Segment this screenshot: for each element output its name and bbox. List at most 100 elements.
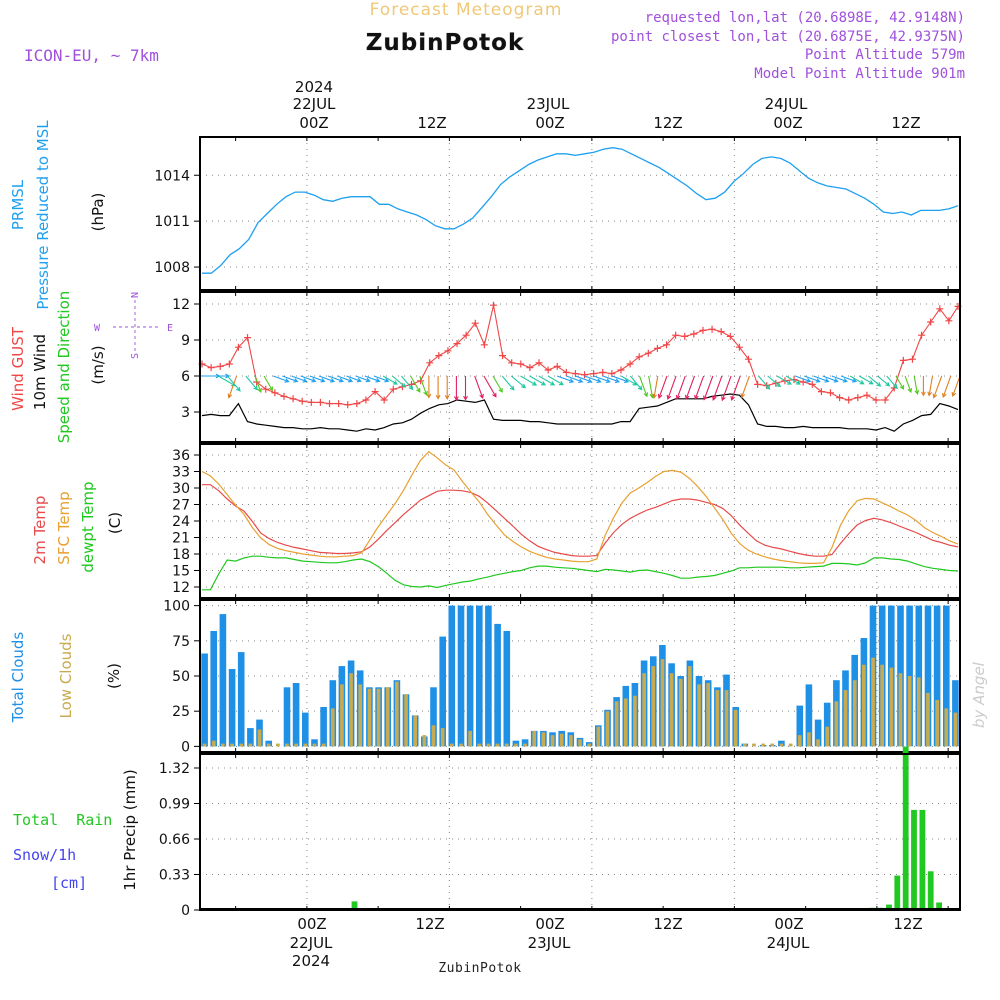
low-cloud-bar xyxy=(514,743,518,747)
bottom-year-label: 2024 xyxy=(292,952,330,970)
bottom-hour-1: 00Z xyxy=(297,915,326,933)
gust-marker xyxy=(808,380,816,388)
gust-marker xyxy=(562,368,570,376)
total-cloud-bar xyxy=(943,605,950,747)
temp-sfc-line xyxy=(201,450,959,564)
chart-subtitle: Forecast Meteogram xyxy=(370,0,563,20)
total-cloud-bar xyxy=(823,702,831,747)
wind-arrow xyxy=(318,375,336,383)
wind-arrow xyxy=(813,375,830,383)
gust-marker xyxy=(881,396,889,404)
low-cloud-bar xyxy=(340,684,344,747)
label-cm: [cm] xyxy=(51,874,87,892)
wind-arrow xyxy=(730,375,741,401)
wind-ytick-label: 3 xyxy=(181,405,190,421)
temp-ytick-label: 27 xyxy=(172,498,190,514)
low-cloud-bar xyxy=(752,743,756,747)
low-cloud-bar xyxy=(450,743,454,747)
low-cloud-bar xyxy=(312,743,317,747)
temp-ytick-label: 18 xyxy=(172,547,190,563)
wind-arrow xyxy=(556,375,575,383)
station-title: ZubinPotok xyxy=(366,30,525,56)
total-cloud-bar xyxy=(933,605,941,747)
low-cloud-bar xyxy=(944,708,949,747)
precip-ytick-label: 0.66 xyxy=(159,832,190,848)
wind-arrow xyxy=(703,375,714,401)
low-cloud-bar xyxy=(413,715,417,747)
low-cloud-bar xyxy=(614,701,619,747)
temp-frame xyxy=(199,443,961,599)
rain-bar xyxy=(919,809,926,910)
gust-marker xyxy=(207,364,215,372)
gust-marker xyxy=(307,398,315,406)
bottom-hour-2: 12Z xyxy=(415,915,444,933)
total-cloud-bar xyxy=(485,605,492,747)
low-cloud-bar xyxy=(468,730,472,747)
total-cloud-bar xyxy=(906,605,913,747)
total-cloud-bar xyxy=(924,605,932,747)
gust-marker xyxy=(681,332,689,340)
wind-ytick-label: 12 xyxy=(172,297,190,313)
low-cloud-bar xyxy=(834,701,839,747)
label-sfc-temp: SFC Temp xyxy=(55,491,73,564)
label-ms: (m/s) xyxy=(89,345,107,384)
model-label: ICON-EU, ~ 7km xyxy=(24,46,159,65)
gust-marker xyxy=(599,368,607,376)
total-cloud-bar xyxy=(201,653,208,747)
top-hour-4: 12Z xyxy=(653,114,682,132)
gust-marker xyxy=(471,319,479,327)
wind-arrow xyxy=(712,375,723,401)
pressure-frame xyxy=(199,136,961,291)
gust-marker xyxy=(508,359,516,367)
low-cloud-bar xyxy=(276,743,280,747)
gust-marker xyxy=(936,305,944,313)
low-cloud-bar xyxy=(349,673,353,747)
gust-marker xyxy=(672,331,680,339)
pressure-ytick-label: 1014 xyxy=(154,168,190,184)
gust-marker xyxy=(298,397,306,405)
low-cloud-bar xyxy=(678,678,683,747)
wind-arrow xyxy=(593,375,611,383)
total-cloud-bar xyxy=(521,739,529,747)
top-date-2: 23JUL xyxy=(527,95,570,113)
gust-marker xyxy=(517,360,525,368)
low-cloud-bar xyxy=(770,743,775,747)
total-cloud-bar xyxy=(448,605,456,747)
wind-arrow xyxy=(382,375,398,385)
wind-arrow xyxy=(684,375,696,400)
wind-arrow xyxy=(410,375,421,393)
low-cloud-bar xyxy=(733,709,738,747)
gust-marker xyxy=(690,330,698,338)
clouds-ytick-label: 25 xyxy=(172,704,190,720)
gust-marker xyxy=(526,364,534,372)
compass-south: S xyxy=(130,353,141,359)
rain-bar xyxy=(351,901,358,910)
wind-arrow xyxy=(520,375,538,386)
wind-arrow xyxy=(758,375,771,390)
gust-marker xyxy=(617,366,625,374)
low-cloud-bar xyxy=(953,712,958,747)
total-cloud-bar xyxy=(805,684,813,747)
total-cloud-bar xyxy=(439,636,446,747)
top-date-1: 22JUL xyxy=(293,95,336,113)
wind-arrow xyxy=(859,375,874,385)
wind-arrow xyxy=(776,375,792,385)
temp-ytick-label: 15 xyxy=(172,564,190,580)
total-cloud-bar xyxy=(457,605,465,747)
wind-arrow xyxy=(273,375,290,383)
low-cloud-bar xyxy=(294,743,298,747)
gust-marker xyxy=(581,371,589,379)
wind-arrow xyxy=(868,375,882,387)
wind-arrow xyxy=(463,376,468,401)
low-cloud-bar xyxy=(697,684,701,747)
info-line-1: requested lon,lat (20.6898E, 42.9148N) xyxy=(645,10,965,26)
low-cloud-bar xyxy=(926,692,930,747)
wind-arrow xyxy=(785,375,801,385)
wind-arrow xyxy=(435,376,441,400)
low-cloud-bar xyxy=(266,743,271,747)
temp-ytick-label: 12 xyxy=(172,580,190,596)
low-cloud-bar xyxy=(459,743,463,747)
watermark: by Angel xyxy=(970,661,988,728)
